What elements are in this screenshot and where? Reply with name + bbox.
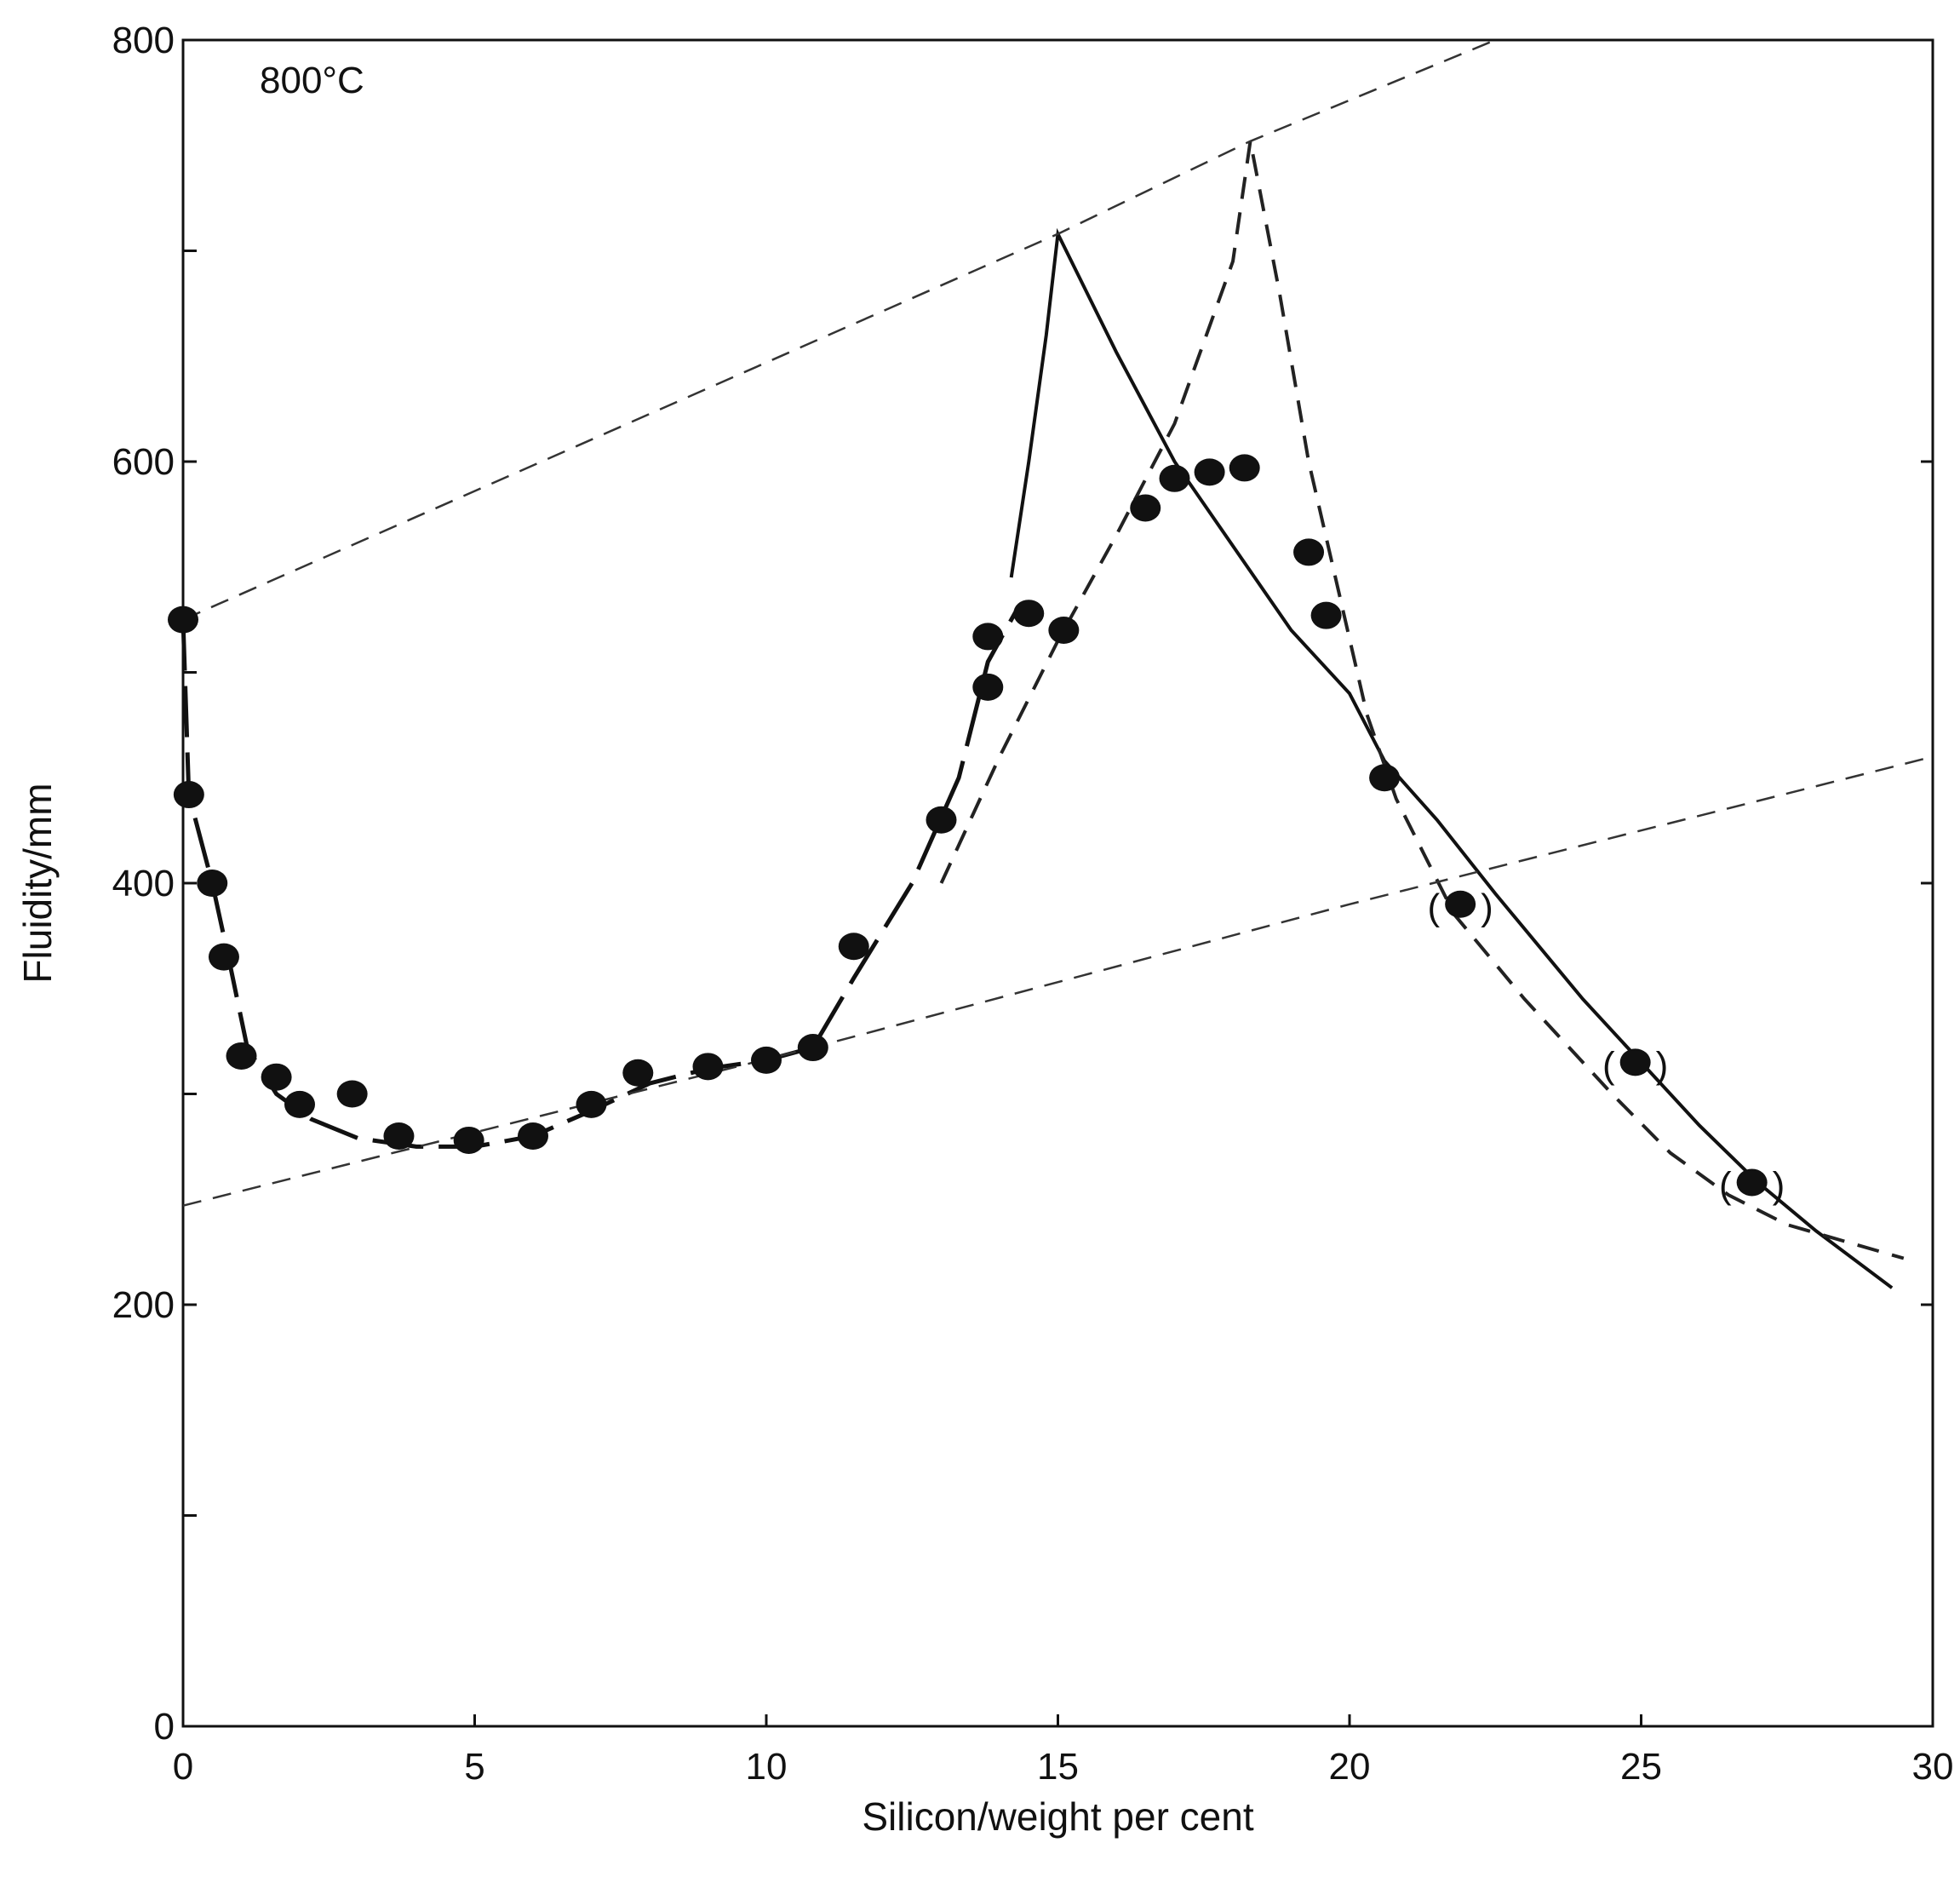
bracket-right: ) (1656, 1044, 1669, 1086)
data-point (168, 606, 198, 634)
series-line-dashed (939, 141, 1905, 1260)
data-point (1369, 764, 1401, 792)
data-point (1310, 601, 1342, 629)
y-tick-label: 200 (112, 1284, 175, 1326)
x-axis-title: Silicon/weight per cent (862, 1794, 1253, 1839)
bracket-right: ) (1773, 1164, 1785, 1206)
data-point (838, 933, 869, 961)
x-tick-label: 0 (173, 1746, 193, 1788)
x-tick-label: 30 (1912, 1746, 1954, 1788)
data-point (1013, 600, 1045, 628)
data-point (751, 1046, 782, 1074)
data-point (692, 1053, 724, 1081)
data-point (208, 943, 239, 971)
plot-frame (181, 38, 1934, 1728)
bracket-left: ( (1602, 1044, 1615, 1086)
data-point (1159, 464, 1190, 492)
temperature-annotation: 800°C (260, 60, 364, 101)
series-line-thin-dashed (182, 38, 1496, 621)
data-point (383, 1122, 415, 1150)
data-point (226, 1042, 257, 1070)
x-tick-label: 10 (746, 1746, 788, 1788)
data-point (173, 781, 204, 809)
data-point (797, 1034, 828, 1062)
data-point (622, 1059, 654, 1087)
data-point (1229, 454, 1260, 482)
data-point (1619, 1048, 1651, 1076)
axes (181, 38, 1934, 1728)
data-point (261, 1063, 292, 1091)
data-point (1194, 458, 1225, 486)
x-tick-label: 25 (1620, 1746, 1662, 1788)
bracket-right: ) (1481, 887, 1493, 928)
y-tick-label: 800 (112, 20, 175, 61)
x-tick-label: 15 (1037, 1746, 1079, 1788)
data-point (1293, 538, 1325, 566)
data-point (1445, 890, 1476, 918)
data-point (926, 806, 957, 834)
data-point (1736, 1168, 1768, 1197)
series-line-thin-dashed (182, 755, 1934, 1207)
series-lines (181, 38, 1934, 1289)
y-tick-label: 400 (112, 863, 175, 904)
data-point (1048, 617, 1080, 644)
bracket-left: ( (1427, 887, 1440, 928)
y-tick-label: 600 (112, 441, 175, 483)
bracket-left: ( (1719, 1164, 1732, 1206)
data-point (453, 1126, 484, 1154)
data-point (518, 1122, 548, 1150)
ticks: 0 5 10 15 20 25 30 0 200 400 600 800 (112, 20, 1954, 1788)
data-point (284, 1090, 315, 1118)
data-point (576, 1090, 607, 1118)
data-point (336, 1080, 368, 1108)
data-point (972, 623, 1004, 651)
data-points: () () () (168, 454, 1785, 1206)
data-point (197, 870, 228, 897)
data-point (972, 673, 1004, 701)
x-tick-label: 20 (1329, 1746, 1371, 1788)
x-tick-label: 5 (464, 1746, 484, 1788)
data-point (1130, 494, 1161, 522)
y-axis-title: Fluidity/mm (15, 783, 60, 983)
y-tick-label: 0 (154, 1706, 175, 1748)
series-line-solid (1009, 227, 1894, 1289)
series-line-long-dash (181, 608, 1019, 1149)
